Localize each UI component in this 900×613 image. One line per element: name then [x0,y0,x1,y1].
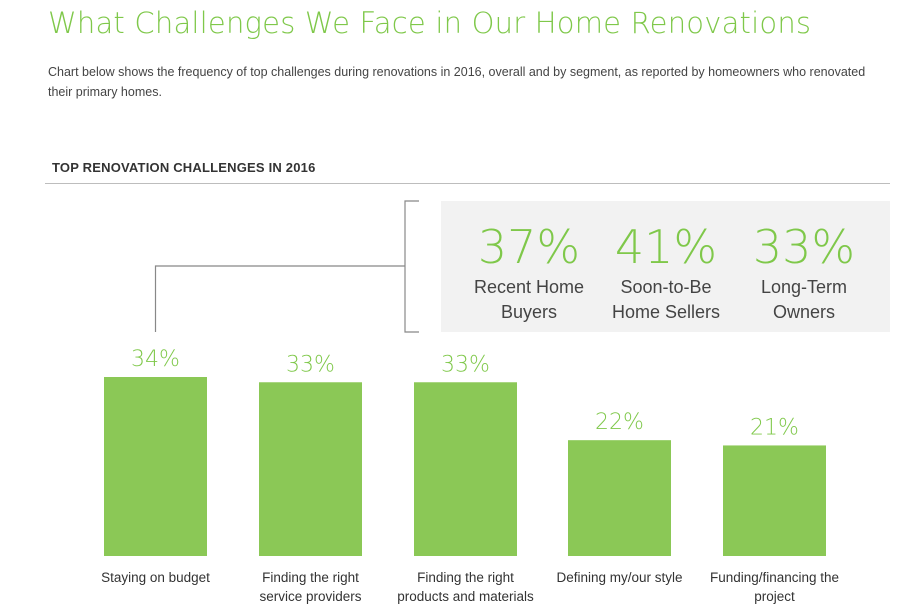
bar [568,440,671,556]
segment-label: Soon-to-Be [620,277,711,297]
segment-label: Long-Term [761,277,847,297]
category-label: Funding/financing the [710,570,839,585]
segment-value: 33% [753,220,855,274]
category-label: project [754,589,795,604]
category-label: service providers [259,589,361,604]
bar [414,382,517,556]
bar-value-label: 33% [286,352,335,377]
category-label: Staying on budget [101,570,210,585]
segment-label: Recent Home [474,277,584,297]
category-label: Defining my/our style [556,570,682,585]
page-title: What Challenges We Face in Our Home Reno… [48,6,812,40]
bar-value-label: 21% [750,415,799,440]
bar-value-label: 34% [131,347,180,372]
chart-title-divider [45,183,890,184]
segment-label: Home Sellers [612,302,720,322]
bar [104,377,207,556]
category-label: Finding the right [262,570,359,585]
category-label: products and materials [397,589,534,604]
callout-bracket [154,200,419,333]
segment-callout-box [441,201,890,332]
bar [723,445,826,556]
segment-label: Buyers [501,302,557,322]
bar-value-label: 22% [595,410,644,435]
segment-label: Owners [773,302,835,322]
segment-value: 37% [478,220,580,274]
page-subtitle: Chart below shows the frequency of top c… [48,65,866,99]
chart-title: TOP RENOVATION CHALLENGES IN 2016 [52,160,316,175]
segment-value: 41% [615,220,717,274]
bar-value-label: 33% [441,352,490,377]
category-label: Finding the right [417,570,514,585]
bar [259,382,362,556]
